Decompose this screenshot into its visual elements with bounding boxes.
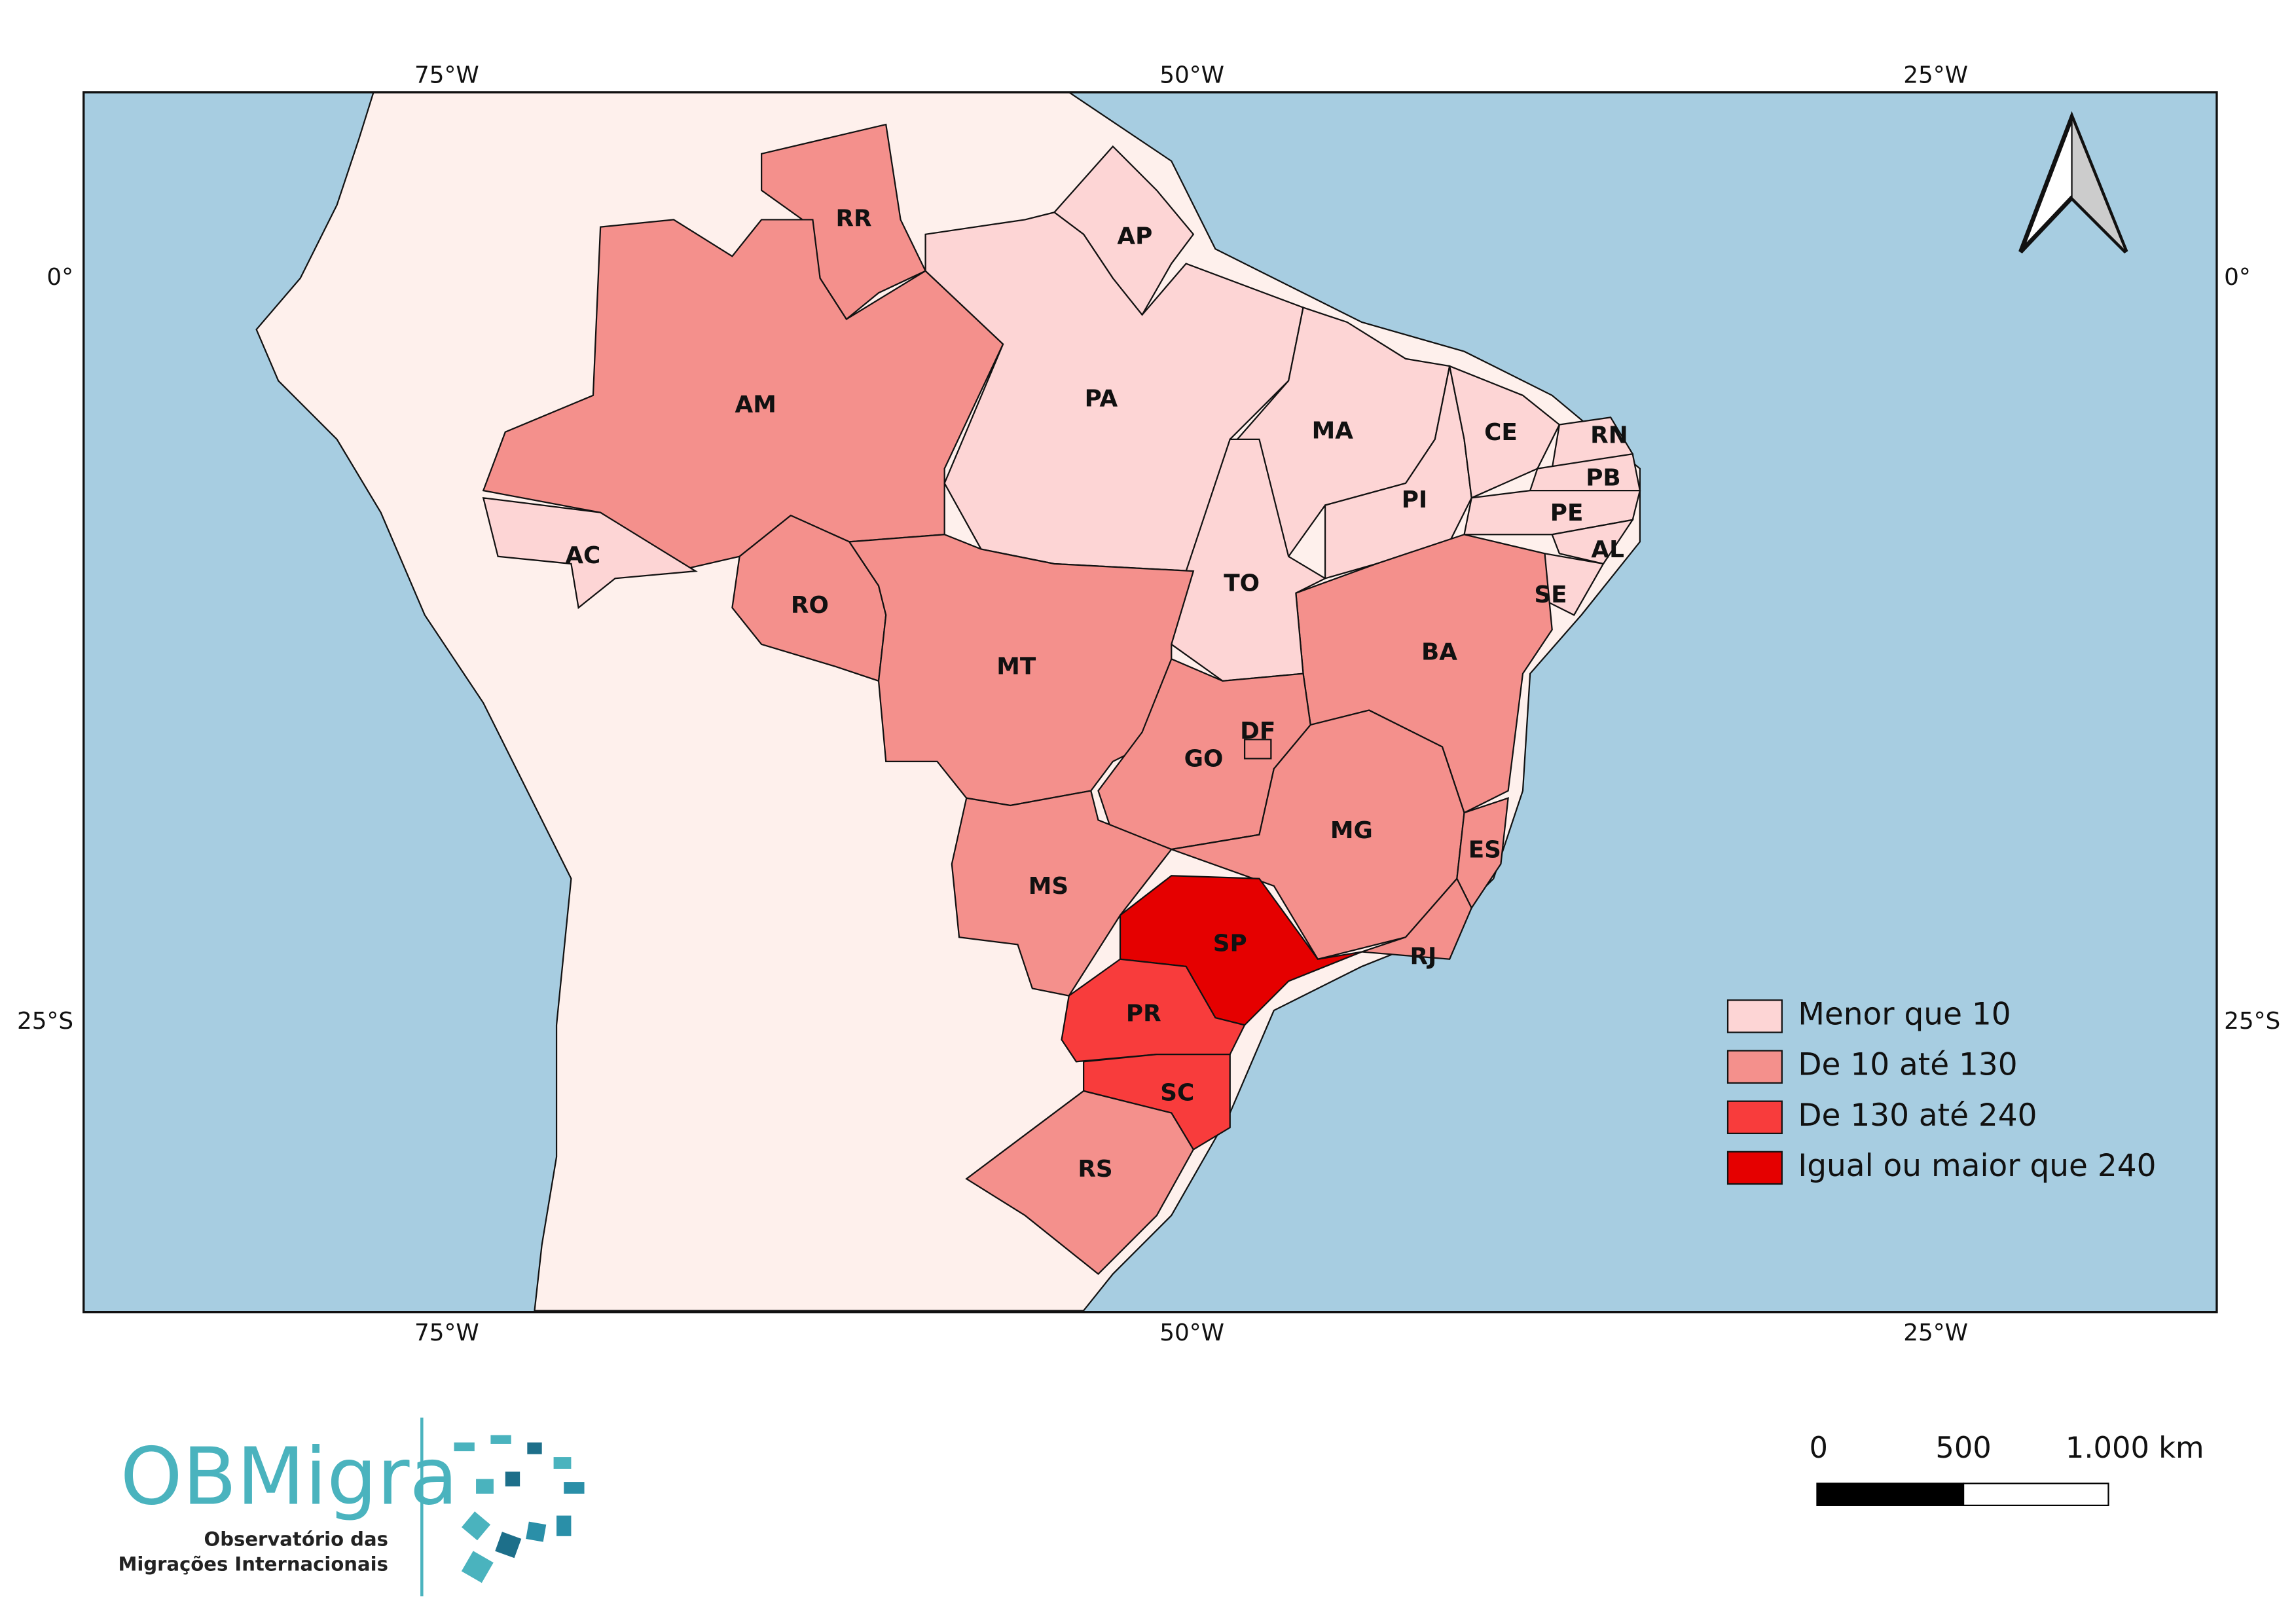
state-label: RR <box>835 205 871 232</box>
state-label: PR <box>1126 1001 1161 1027</box>
state-region <box>951 790 1173 997</box>
state-label: SC <box>1160 1079 1194 1106</box>
state-label: AL <box>1591 536 1624 563</box>
scale-label: 0 <box>1809 1430 1827 1465</box>
legend-swatch <box>1726 1100 1783 1134</box>
axis-label: 75°W <box>414 1320 479 1346</box>
state-region <box>761 123 927 321</box>
state-label: ES <box>1468 836 1501 863</box>
state-label: MS <box>1029 873 1068 900</box>
state-label: MT <box>996 654 1036 680</box>
axis-label: 0° <box>46 264 73 291</box>
state-label: AC <box>565 542 600 569</box>
state-label: PA <box>1085 385 1118 412</box>
scale-label: 1.000 km <box>2066 1430 2204 1465</box>
state-label: RJ <box>1410 944 1436 970</box>
legend-label: De 10 até 130 <box>1798 1047 2017 1083</box>
legend-swatch <box>1726 1151 1783 1185</box>
state-region <box>1168 709 1465 961</box>
map-frame <box>82 91 2218 1314</box>
state-label: PB <box>1586 464 1620 491</box>
axis-label: 25°S <box>2224 1008 2280 1035</box>
legend-swatch <box>1726 999 1783 1033</box>
scale-label: 500 <box>1935 1430 1991 1465</box>
axis-label: 25°W <box>1903 62 1968 88</box>
state-label: MA <box>1312 418 1354 445</box>
axis-label: 50°W <box>1159 62 1224 88</box>
state-region <box>1061 958 1246 1063</box>
legend-label: De 130 até 240 <box>1798 1098 2037 1134</box>
state-label: RS <box>1078 1156 1112 1183</box>
state-region <box>482 219 1004 569</box>
state-label: AP <box>1117 223 1152 249</box>
logo-name: OBMigra <box>120 1431 458 1522</box>
axis-label: 25°S <box>17 1008 73 1035</box>
scale-bar <box>1816 1483 2109 1506</box>
state-label: SE <box>1534 581 1567 608</box>
legend-label: Igual ou maior que 240 <box>1798 1148 2156 1184</box>
state-region <box>482 497 698 610</box>
state-label: PE <box>1550 500 1584 526</box>
state-region <box>1456 797 1509 910</box>
north-arrow <box>2018 111 2128 254</box>
logo-line: Migrações Internacionais <box>118 1553 388 1576</box>
state-label: BA <box>1421 638 1457 665</box>
logo: OBMigra Observatório das Migrações Inter… <box>118 1417 585 1596</box>
state-label: DF <box>1240 718 1275 745</box>
legend-label: Menor que 10 <box>1798 996 2011 1032</box>
logo-line: Observatório das <box>204 1528 388 1551</box>
axis-label: 75°W <box>414 62 479 88</box>
state-label: AM <box>735 391 776 418</box>
axis-label: 25°W <box>1903 1320 1968 1346</box>
state-label: MG <box>1330 817 1373 844</box>
state-label: RO <box>791 592 829 619</box>
state-region <box>965 1090 1195 1276</box>
state-label: GO <box>1184 746 1224 773</box>
state-label: SP <box>1213 930 1247 957</box>
state-label: RN <box>1590 422 1628 449</box>
axis-label: 50°W <box>1159 1320 1224 1346</box>
axis-label: 0° <box>2224 264 2251 291</box>
state-label: PI <box>1402 487 1428 513</box>
state-region <box>1361 877 1472 960</box>
state-label: CE <box>1484 419 1518 446</box>
state-label: TO <box>1224 570 1260 597</box>
legend-swatch <box>1726 1050 1783 1084</box>
state-region <box>1243 739 1272 760</box>
